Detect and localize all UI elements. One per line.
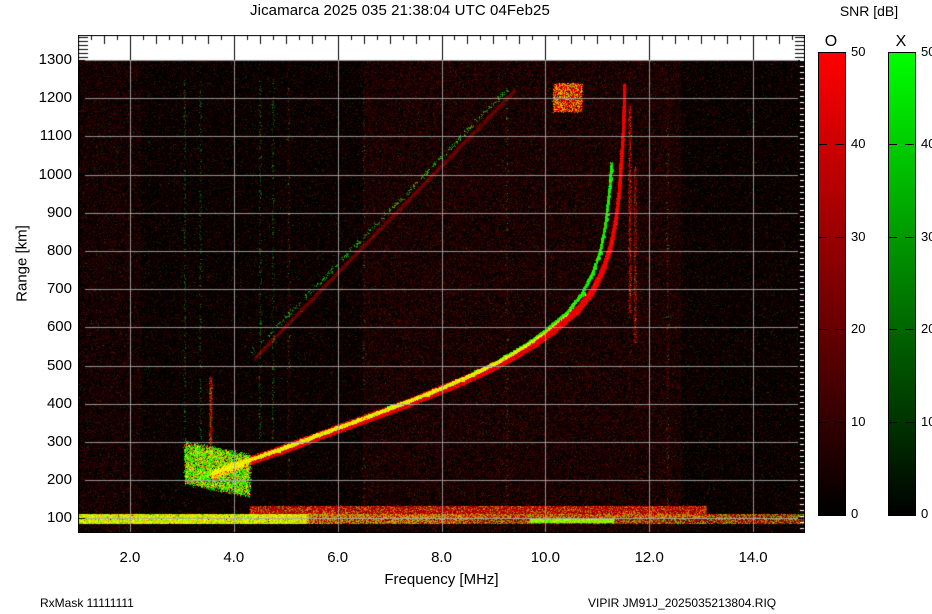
y-tick-label: 100 — [46, 509, 72, 527]
colorbar-tick-mark — [818, 329, 827, 330]
x-tick-label: 6.0 — [327, 549, 349, 566]
colorbar-title: SNR [dB] — [839, 3, 899, 19]
colorbar-tick-label: 50 — [921, 44, 932, 59]
colorbar-tick-mark — [835, 329, 844, 330]
colorbar-tick-mark — [818, 237, 827, 238]
colorbar-tick-mark — [835, 422, 844, 423]
colorbar-o-header: O — [824, 33, 838, 50]
y-tick-label: 1100 — [39, 127, 72, 145]
y-tick-label: 700 — [46, 280, 72, 298]
colorbar-tick-mark — [888, 144, 897, 145]
x-tick-label: 10.0 — [530, 549, 560, 566]
footer-filename: VIPIR JM91J_2025035213804.RIQ — [588, 596, 777, 610]
colorbar-tick-label: 40 — [921, 136, 932, 152]
y-tick-label: 1200 — [38, 89, 72, 107]
colorbar-tick-label: 50 — [851, 44, 866, 59]
x-tick-label: 8.0 — [431, 549, 452, 566]
colorbar-tick-label: 40 — [851, 136, 866, 152]
colorbar-tick-label: 10 — [921, 413, 932, 429]
colorbar-tick-mark — [888, 237, 897, 238]
colorbar-tick-mark — [835, 144, 844, 145]
colorbar-x-gradient — [888, 52, 916, 516]
x-tick-label: 2.0 — [119, 549, 141, 566]
colorbar-tick-mark — [905, 329, 914, 330]
y-tick-label: 600 — [46, 318, 72, 336]
colorbar-tick-label: 0 — [851, 506, 859, 521]
colorbar-tick-label: 30 — [851, 228, 866, 244]
colorbar-tick-label: 30 — [921, 228, 932, 244]
footer-rxmask: RxMask 11111111 — [40, 596, 134, 610]
y-tick-label: 900 — [46, 203, 72, 221]
colorbar-o-gradient — [818, 52, 846, 516]
y-tick-label: 1000 — [38, 165, 72, 183]
colorbar-tick-mark — [888, 329, 897, 330]
y-axis-ticks: 1300 1200 1100 1000 900 800 700 600 500 400 300 200… — [10, 0, 72, 614]
colorbar-tick-mark — [835, 237, 844, 238]
colorbar-tick-mark — [905, 422, 914, 423]
colorbar-tick-label: 0 — [921, 506, 929, 521]
colorbar-x-header: X — [895, 33, 907, 50]
colorbar-tick-mark — [905, 237, 914, 238]
colorbar-tick-label: 20 — [921, 321, 932, 337]
colorbar-tick-mark — [818, 422, 827, 423]
y-tick-label: 1300 — [38, 51, 72, 68]
x-axis-label: Frequency [MHz] — [384, 571, 499, 588]
y-tick-label: 200 — [46, 471, 72, 489]
ionogram-canvas[interactable] — [78, 35, 805, 533]
x-tick-label: 14.0 — [738, 549, 768, 566]
colorbar-tick-mark — [818, 144, 827, 145]
y-tick-label: 400 — [46, 394, 72, 412]
y-tick-label: 800 — [46, 242, 72, 260]
colorbar-tick-label: 20 — [851, 321, 866, 337]
y-tick-label: 500 — [46, 356, 72, 374]
page-title: Jicamarca 2025 035 21:38:04 UTC 04Feb25 — [250, 2, 550, 19]
y-tick-label: 300 — [46, 433, 72, 451]
x-tick-label: 4.0 — [223, 549, 245, 566]
colorbar-tick-mark — [888, 422, 897, 423]
x-tick-label: 12.0 — [634, 549, 664, 566]
colorbar-tick-mark — [905, 144, 914, 145]
ionogram-plot[interactable] — [78, 35, 805, 533]
colorbar-tick-label: 10 — [851, 413, 866, 429]
